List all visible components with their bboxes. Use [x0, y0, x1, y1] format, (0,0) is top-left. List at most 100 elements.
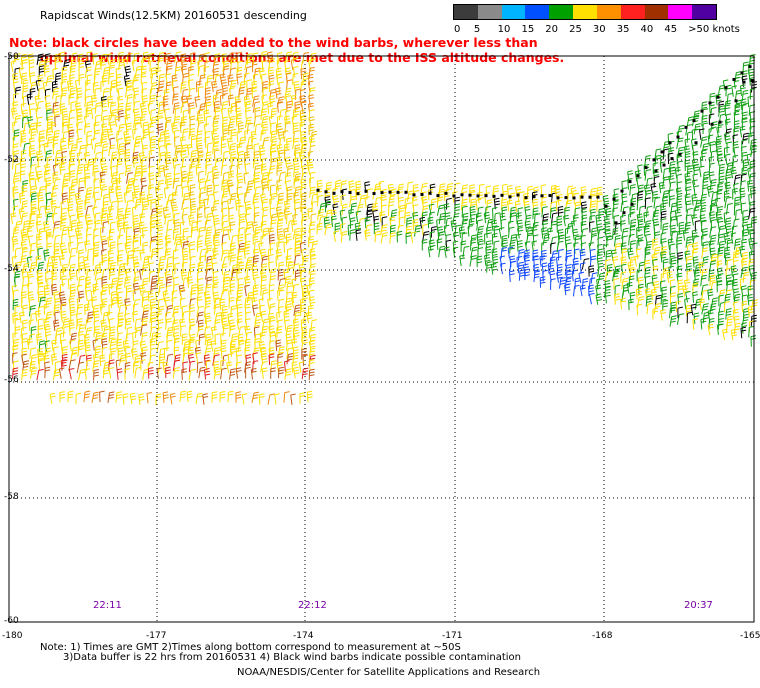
- wind-barb: [444, 212, 451, 224]
- wind-barb: [364, 196, 370, 208]
- wind-barb: [628, 213, 634, 225]
- wind-barb: [75, 392, 82, 405]
- wind-barb: [740, 202, 747, 214]
- wind-barb: [579, 284, 586, 297]
- wind-barb: [219, 94, 226, 106]
- wind-barb: [164, 151, 171, 164]
- wind-barb: [702, 122, 709, 134]
- wind-barb: [163, 88, 170, 101]
- wind-barb: [692, 151, 699, 163]
- wind-barb: [715, 140, 722, 152]
- wind-barb: [308, 296, 316, 308]
- wind-barb: [364, 216, 371, 229]
- wind-barb: [238, 205, 245, 217]
- wind-barb: [636, 191, 644, 203]
- wind-barb: [259, 304, 265, 317]
- wind-barb: [75, 87, 83, 99]
- lat-label-54: -54: [4, 264, 19, 274]
- wind-barb: [190, 226, 198, 238]
- wind-barb: [102, 221, 109, 233]
- wind-barb: [733, 288, 739, 300]
- wind-barb: [477, 240, 484, 252]
- wind-barb: [301, 348, 307, 360]
- wind-barb: [285, 303, 292, 315]
- wind-barb: [99, 303, 106, 315]
- wind-barb: [214, 107, 221, 119]
- wind-barb: [716, 154, 724, 166]
- map-grid: [9, 56, 754, 622]
- contamination-marker: [340, 190, 344, 194]
- wind-barb: [20, 135, 27, 147]
- wind-barb: [182, 255, 189, 267]
- wind-barb: [270, 219, 277, 231]
- wind-barb: [188, 102, 195, 114]
- wind-barb: [43, 142, 50, 154]
- wind-barb: [718, 240, 725, 253]
- wind-barb: [258, 341, 266, 353]
- wind-barb: [605, 259, 611, 271]
- wind-barb: [14, 326, 21, 338]
- wind-barb: [748, 74, 755, 86]
- wind-barb: [14, 318, 21, 331]
- wind-barb: [59, 242, 66, 254]
- wind-barb: [148, 270, 155, 283]
- wind-barb: [180, 101, 188, 114]
- wind-barb: [565, 249, 572, 262]
- wind-barb: [252, 171, 261, 184]
- wind-barb: [29, 249, 35, 262]
- wind-barb: [196, 144, 203, 157]
- wind-barb: [580, 208, 587, 220]
- wind-barb: [398, 196, 404, 209]
- wind-barb: [364, 229, 371, 241]
- wind-barb: [245, 311, 252, 323]
- wind-barb: [12, 289, 19, 302]
- wind-barb: [181, 368, 187, 380]
- wind-barb: [252, 101, 260, 113]
- wind-barb: [189, 263, 196, 276]
- wind-barb: [125, 284, 132, 297]
- wind-barb: [253, 212, 260, 224]
- wind-barb: [235, 367, 242, 379]
- wind-barb: [35, 121, 42, 134]
- wind-barb: [108, 205, 114, 218]
- wind-barb: [54, 361, 61, 373]
- wind-barb: [245, 366, 251, 379]
- wind-barb: [43, 318, 50, 330]
- wind-barb: [142, 277, 149, 290]
- lon-label-180: -180: [2, 631, 23, 641]
- wind-barb: [195, 392, 203, 405]
- wind-barb: [277, 52, 283, 64]
- wind-barb: [101, 149, 108, 161]
- wind-barb: [12, 186, 19, 198]
- wind-barb: [149, 311, 157, 324]
- wind-barb: [661, 286, 668, 299]
- contamination-marker: [452, 194, 456, 198]
- wind-barb: [580, 220, 587, 233]
- wind-barb: [124, 317, 132, 330]
- wind-barb: [644, 197, 651, 209]
- wind-barb: [164, 235, 172, 247]
- wind-barb: [108, 353, 115, 365]
- wind-barb: [708, 113, 715, 125]
- wind-barb: [222, 270, 230, 283]
- wind-barb: [92, 353, 99, 366]
- wind-barb: [107, 95, 114, 108]
- wind-barb: [83, 263, 91, 275]
- wind-barb: [60, 137, 67, 150]
- contamination-marker: [716, 95, 720, 99]
- wind-barb: [101, 332, 108, 345]
- wind-barb: [485, 246, 492, 258]
- wind-barb: [140, 359, 146, 371]
- wind-barb: [116, 277, 124, 290]
- wind-barb: [172, 257, 179, 269]
- scale-swatch: [454, 5, 478, 19]
- wind-barb: [109, 137, 116, 150]
- wind-barb: [299, 392, 306, 404]
- wind-barb: [261, 198, 268, 211]
- wind-barb: [596, 278, 602, 290]
- wind-barb: [277, 212, 285, 225]
- wind-barb: [210, 340, 217, 352]
- wind-barb: [706, 185, 714, 197]
- wind-barb: [45, 325, 51, 338]
- wind-barb: [62, 325, 70, 338]
